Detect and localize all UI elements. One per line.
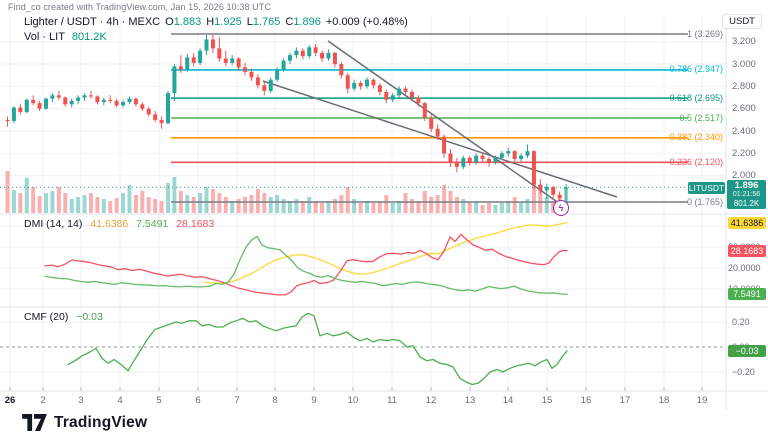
cmf-tick-label: 0.20	[732, 317, 750, 327]
time-tick-label: 17	[619, 395, 631, 406]
plus-di-axis-badge: 7.5491	[728, 288, 766, 300]
dmi-tick-label: 20.0000	[728, 263, 761, 273]
fib-level-label: 0.382 (2.340)	[669, 132, 723, 143]
dmi-plus-di-value: 7.5491	[136, 218, 169, 230]
time-tick-label: 6	[195, 395, 201, 406]
tradingview-logo-text: TradingView	[54, 413, 148, 431]
dmi-title[interactable]: DMI (14, 14)	[24, 218, 83, 230]
last-price-axis-chip: 1.896 01:21:56 801.2K	[727, 180, 766, 209]
ohlc-open-label: O	[165, 16, 174, 28]
ohlc-low-label: L	[246, 16, 253, 28]
price-tick-label: 2.200	[732, 147, 756, 159]
ohlc-close-value: 1.896	[293, 16, 321, 28]
ohlc-high-value: 1.925	[214, 16, 242, 28]
price-axis-unit[interactable]: USDT	[722, 14, 762, 29]
volume-value: 801.2K	[71, 31, 107, 43]
fib-level-label: 0 (1.765)	[686, 196, 723, 207]
last-bar-volume: 801.2K	[733, 199, 760, 208]
symbol-legend: Lighter / USDT · 4h · MEXC O1.883 H1.925 L1…	[24, 16, 408, 44]
symbol-title[interactable]: Lighter / USDT · 4h · MEXC	[24, 16, 161, 28]
cmf-tick-label: −0.20	[732, 367, 755, 377]
last-price-symbol-tag: LITUSDT	[688, 182, 725, 194]
fib-level-label: 0.236 (2.120)	[669, 156, 723, 167]
attribution-text: Find_co created with TradingView.com, Ja…	[8, 2, 271, 12]
price-change: +0.009 (+0.48%)	[325, 16, 408, 28]
time-tick-label: 19	[696, 395, 708, 406]
time-tick-label: 26	[4, 395, 16, 406]
time-tick-label: 9	[311, 395, 317, 406]
fib-level-label: 0.618 (2.695)	[669, 92, 723, 103]
time-tick-label: 14	[502, 395, 514, 406]
time-tick-label: 11	[387, 395, 397, 406]
time-tick-label: 8	[272, 395, 278, 406]
price-tick-label: 2.400	[732, 125, 756, 137]
time-tick-label: 3	[78, 395, 84, 406]
fib-level-label: 0.5 (2.517)	[679, 112, 723, 123]
price-tick-label: 2.800	[732, 80, 756, 92]
time-tick-label: 16	[580, 395, 592, 406]
dmi-legend: DMI (14, 14) 41.6386 7.5491 28.1683	[24, 218, 214, 230]
volume-study-label[interactable]: Vol · LIT	[24, 31, 65, 43]
adx-axis-badge: 41.6386	[728, 217, 766, 229]
ohlc-low-value: 1.765	[252, 16, 281, 28]
cmf-axis-badge: −0.03	[728, 345, 766, 357]
ohlc-open-value: 1.883	[173, 16, 202, 28]
time-tick-label: 5	[156, 395, 162, 406]
tradingview-logo-mark	[22, 413, 47, 432]
time-tick-label: 12	[425, 395, 437, 406]
time-tick-label: 7	[234, 395, 240, 406]
time-tick-label: 2	[40, 395, 46, 406]
price-tick-label: 3.200	[732, 36, 756, 48]
cmf-value: −0.03	[76, 311, 103, 323]
time-tick-label: 15	[541, 395, 553, 406]
cmf-title[interactable]: CMF (20)	[24, 311, 69, 323]
time-tick-label: 10	[347, 395, 359, 406]
time-tick-label: 18	[658, 395, 670, 406]
price-tick-label: 3.000	[732, 58, 756, 70]
time-tick-label: 13	[464, 395, 476, 406]
minus-di-axis-badge: 28.1683	[728, 245, 766, 257]
cmf-legend: CMF (20) −0.03	[24, 311, 103, 323]
tradingview-logo[interactable]: TradingView	[22, 413, 147, 432]
dmi-adx-value: 41.6386	[90, 218, 129, 230]
price-tick-label: 2.000	[732, 170, 756, 182]
boost-flash-icon[interactable]: ϟ	[553, 200, 569, 216]
time-tick-label: 4	[117, 395, 123, 406]
bar-countdown: 01:21:56	[732, 191, 761, 198]
fib-level-label: 0.786 (2.947)	[669, 64, 723, 75]
last-price-value: 1.896	[734, 180, 759, 191]
ohlc-close-label: C	[285, 16, 294, 28]
price-tick-label: 2.600	[732, 103, 756, 115]
ohlc-high-label: H	[206, 16, 215, 28]
dmi-minus-di-value: 28.1683	[176, 218, 215, 230]
fib-level-label: 1 (3.269)	[686, 28, 723, 39]
